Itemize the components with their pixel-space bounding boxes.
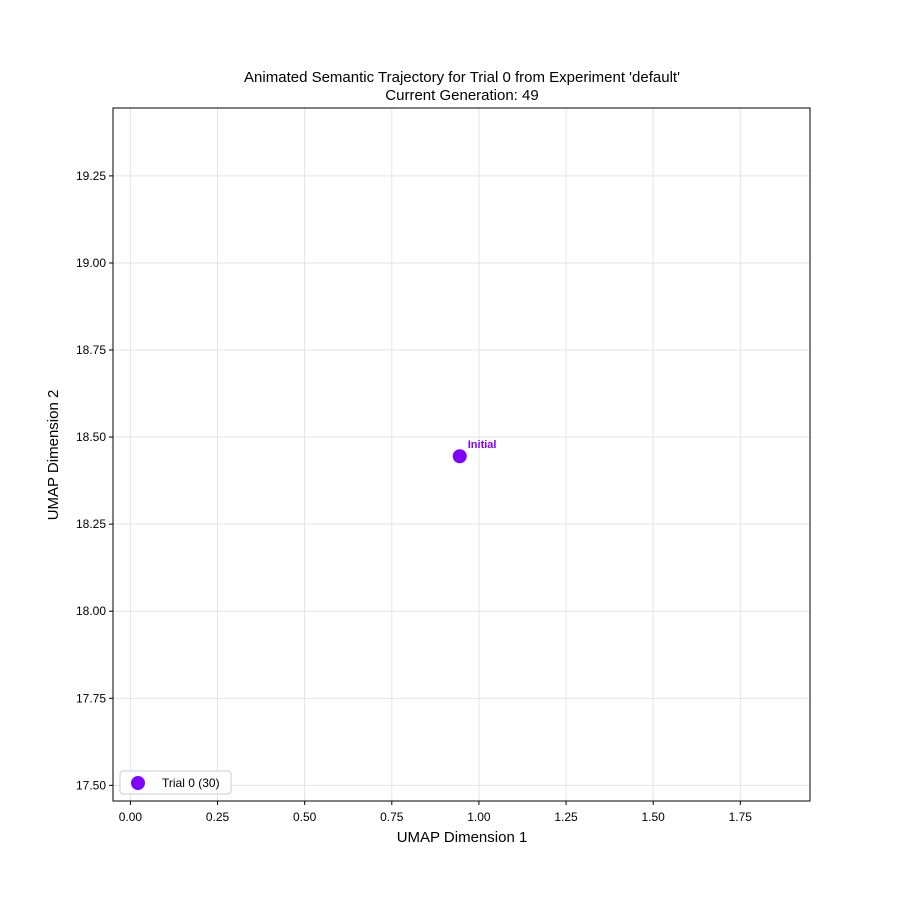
data-points: Initial — [452, 439, 497, 464]
x-tick-label: 0.75 — [380, 810, 404, 824]
x-tick-label: 1.00 — [467, 810, 491, 824]
y-axis-label: UMAP Dimension 2 — [45, 390, 62, 521]
legend: Trial 0 (30) — [119, 770, 232, 795]
x-tick-label: 1.75 — [729, 810, 753, 824]
y-tick-label: 19.00 — [76, 256, 106, 270]
y-tick-label: 19.25 — [76, 169, 106, 183]
axis-ticks: 0.00 0.25 0.50 0.75 1.00 1.25 1.50 1.75 17.50 17.… — [76, 169, 752, 824]
x-tick-label: 0.25 — [206, 810, 230, 824]
x-tick-label: 0.00 — [119, 810, 143, 824]
chart-subtitle: Current Generation: 49 — [385, 87, 538, 104]
y-tick-label: 18.00 — [76, 604, 106, 618]
grid-lines — [113, 108, 810, 801]
data-point — [452, 449, 467, 464]
point-annotation: Initial — [468, 439, 497, 451]
y-tick-label: 18.50 — [76, 430, 106, 444]
x-axis-label: UMAP Dimension 1 — [397, 829, 528, 846]
legend-label: Trial 0 (30) — [162, 776, 220, 790]
x-tick-label: 1.25 — [554, 810, 578, 824]
y-tick-label: 17.50 — [76, 778, 106, 792]
x-tick-label: 0.50 — [293, 810, 317, 824]
y-tick-label: 18.25 — [76, 517, 106, 531]
y-tick-label: 18.75 — [76, 343, 106, 357]
plot-area-frame — [112, 107, 811, 802]
y-tick-label: 17.75 — [76, 691, 106, 705]
legend-box — [119, 770, 232, 795]
chart-title: Animated Semantic Trajectory for Trial 0… — [244, 69, 680, 86]
legend-marker — [131, 776, 145, 790]
x-tick-label: 1.50 — [641, 810, 665, 824]
